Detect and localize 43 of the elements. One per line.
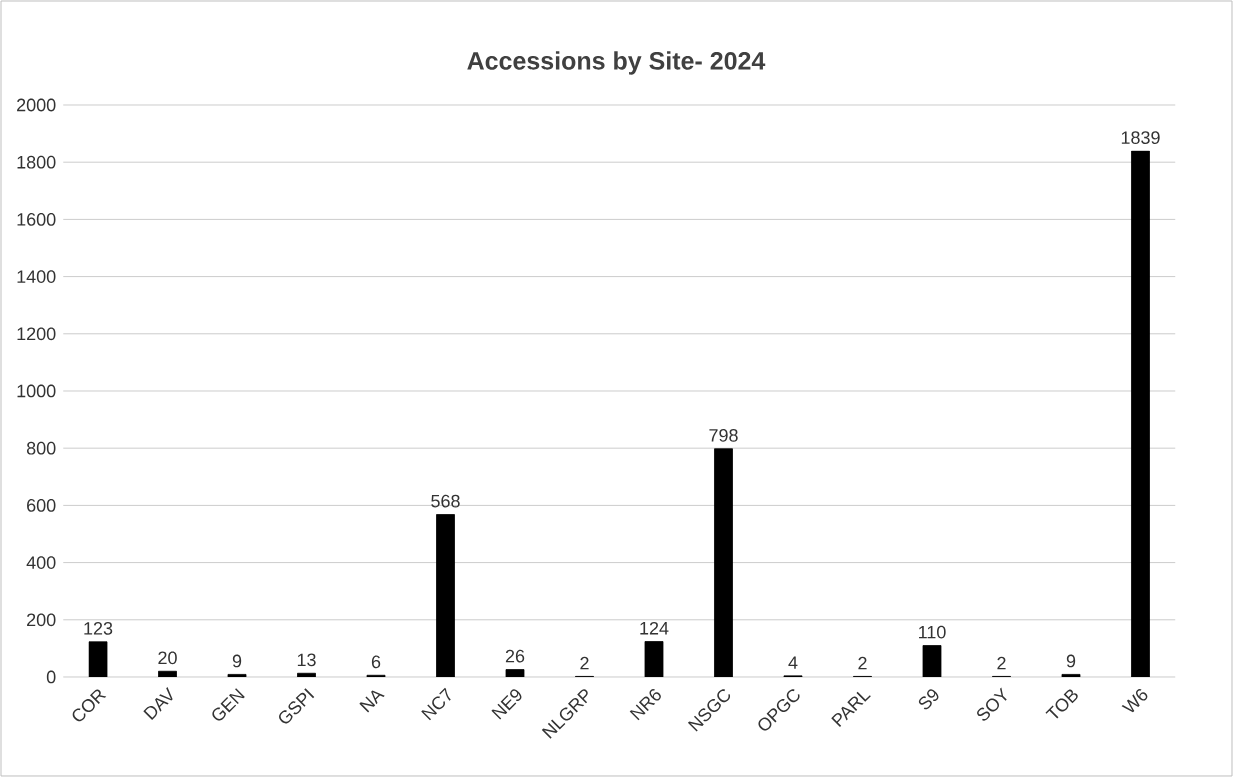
bar — [1061, 674, 1081, 677]
y-tick-label: 2000 — [17, 98, 56, 112]
bar — [158, 670, 177, 677]
bar — [88, 641, 108, 677]
data-label: 4 — [788, 656, 798, 669]
y-tick-label: 1600 — [17, 213, 56, 226]
bar — [714, 448, 733, 677]
bar — [922, 645, 942, 677]
data-label: 2 — [997, 656, 1006, 670]
y-tick-label: 400 — [26, 556, 56, 569]
data-label: 6 — [371, 655, 381, 669]
y-tick-label: 600 — [27, 499, 56, 512]
y-tick-label: 800 — [26, 441, 56, 455]
bar — [227, 674, 247, 677]
data-label: 2 — [580, 656, 589, 670]
bar — [297, 672, 316, 677]
data-label: 9 — [232, 654, 242, 668]
y-tick-label: 200 — [27, 613, 56, 627]
y-tick-label: 0 — [46, 670, 56, 684]
data-label: 2 — [858, 656, 867, 670]
y-tick-label: 1200 — [17, 327, 56, 341]
chart-title: Accessions by Site- 2024 — [467, 51, 766, 75]
y-tick-label: 1800 — [17, 155, 56, 169]
data-label: 9 — [1066, 654, 1076, 668]
x-tick-label: S9 — [918, 689, 939, 710]
data-label: 110 — [919, 625, 946, 639]
data-label: 20 — [158, 651, 177, 665]
data-label: 123 — [84, 621, 113, 635]
x-tick-label: TOB — [1045, 689, 1078, 719]
y-tick-label: 1400 — [17, 270, 56, 283]
data-label: 26 — [505, 649, 525, 663]
data-label: 13 — [297, 653, 316, 667]
y-tick-label: 1000 — [17, 384, 56, 398]
data-label: 798 — [709, 428, 738, 442]
bar — [644, 641, 664, 677]
bar — [505, 669, 525, 677]
data-label: 124 — [640, 621, 669, 635]
x-tick-label: NA — [359, 690, 385, 713]
x-tick-label: W6 — [1121, 689, 1148, 713]
bar — [1131, 150, 1150, 677]
bar — [436, 514, 455, 677]
data-label: 1839 — [1121, 131, 1160, 144]
data-label: 568 — [431, 494, 460, 508]
